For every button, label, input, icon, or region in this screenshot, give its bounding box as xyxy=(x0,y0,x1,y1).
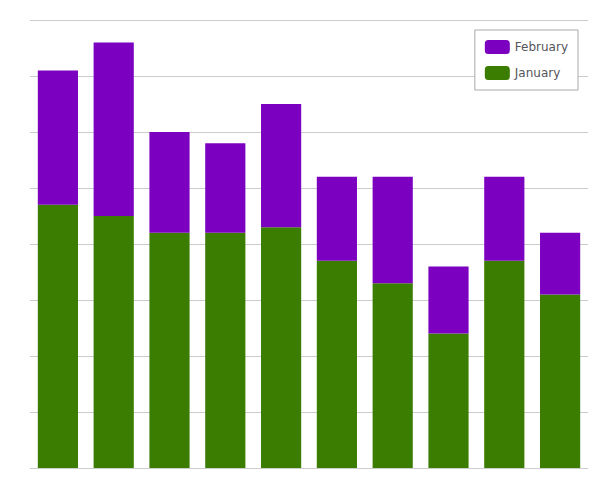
svg-text:January: January xyxy=(514,66,561,80)
svg-text:February: February xyxy=(515,40,568,54)
